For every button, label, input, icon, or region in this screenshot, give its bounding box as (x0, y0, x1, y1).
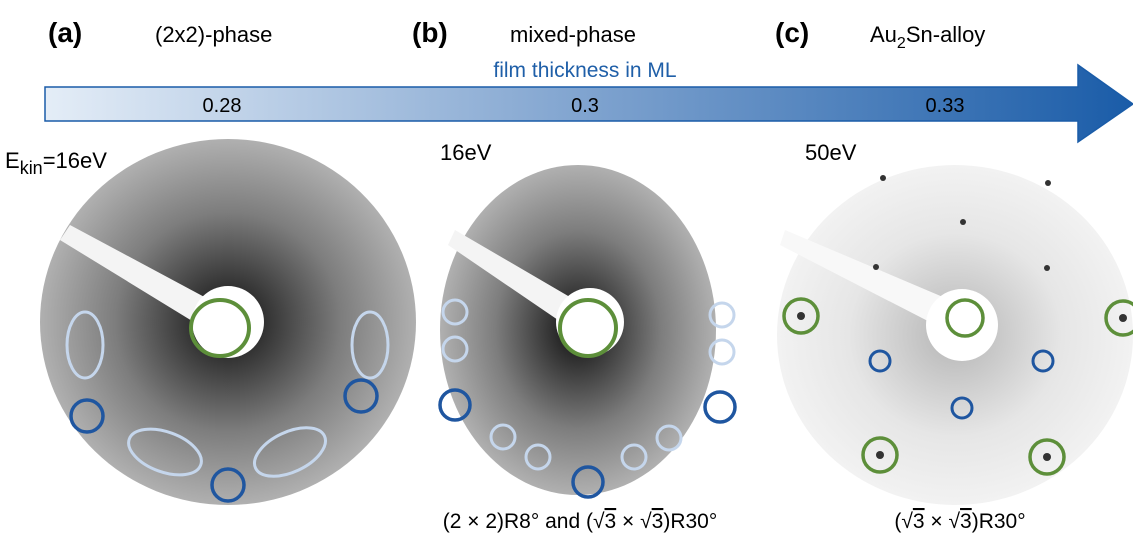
text: √ (593, 510, 605, 533)
text: × (616, 510, 640, 533)
text: )R30° (972, 510, 1026, 533)
energy-label: Ekin=16eV (5, 148, 107, 178)
figure: (a) (2x2)-phase (b) mixed-phase (c) Au2S… (0, 0, 1133, 538)
text: (2 × 2)R8° and ( (443, 510, 593, 533)
panel-label: (b) (412, 17, 448, 48)
text: )R30° (663, 510, 717, 533)
text: Au (870, 22, 897, 47)
panel-label: (c) (775, 17, 809, 48)
arrow-label: film thickness in ML (493, 59, 676, 82)
text: Sn-alloy (906, 22, 985, 47)
text: E (5, 148, 20, 173)
thickness-value: 0.3 (571, 95, 599, 117)
text: 50eV (805, 140, 857, 165)
caption: (2 × 2)R8° and (√3 × √3)R30° (443, 510, 718, 533)
text: 16eV (440, 140, 492, 165)
text: ( (894, 510, 901, 533)
thickness-value: 0.28 (203, 95, 242, 117)
subscript: kin (20, 158, 43, 178)
panel-title: (2x2)-phase (155, 22, 272, 47)
leed-image (40, 139, 416, 505)
text: × (925, 510, 949, 533)
panel-title: mixed-phase (510, 22, 636, 47)
energy-label: 16eV (440, 140, 492, 165)
leed-image (777, 165, 1133, 505)
thickness-value: 0.33 (926, 95, 965, 117)
text: (2x2)-phase (155, 22, 272, 47)
text: 3 (605, 510, 617, 533)
text: 3 (960, 510, 972, 533)
text: √ (901, 510, 913, 533)
caption: (√3 × √3)R30° (894, 510, 1025, 533)
text: √ (640, 510, 652, 533)
leed-image (440, 165, 735, 497)
text: 3 (913, 510, 925, 533)
subscript: 2 (897, 35, 906, 52)
panel-title: Au2Sn-alloy (870, 22, 985, 52)
energy-label: 50eV (805, 140, 857, 165)
text: =16eV (43, 148, 108, 173)
panel-label: (a) (48, 17, 82, 48)
text: mixed-phase (510, 22, 636, 47)
text: 3 (652, 510, 664, 533)
text: √ (949, 510, 961, 533)
